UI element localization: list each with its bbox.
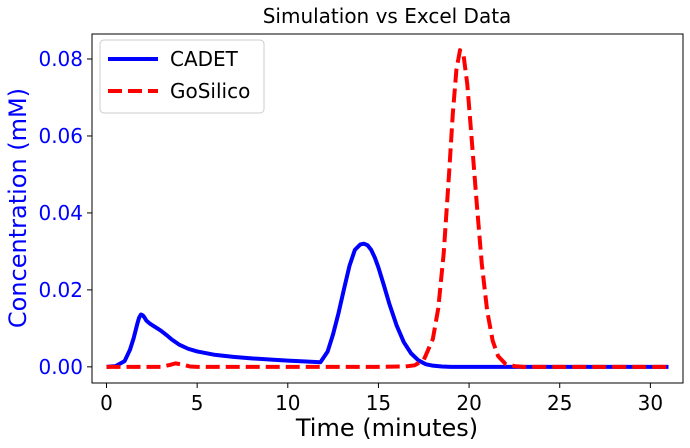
- y-tick-label: 0.08: [38, 47, 83, 71]
- x-tick-label: 30: [638, 391, 663, 415]
- y-axis-label: Concentration (mM): [4, 88, 32, 328]
- series-line-gosilico: [106, 48, 669, 369]
- x-tick-label: 0: [100, 391, 113, 415]
- plot-area: [106, 48, 669, 369]
- x-axis-label: Time (minutes): [295, 414, 478, 442]
- y-tick-label: 0.00: [38, 355, 83, 379]
- x-tick-label: 15: [366, 391, 391, 415]
- x-tick-label: 10: [275, 391, 300, 415]
- y-tick-label: 0.02: [38, 278, 83, 302]
- legend: CADET GoSilico: [99, 39, 265, 114]
- x-tick-label: 5: [191, 391, 204, 415]
- legend-label-cadet: CADET: [170, 47, 239, 71]
- legend-label-gosilico: GoSilico: [170, 79, 250, 103]
- chart-title: Simulation vs Excel Data: [263, 4, 512, 28]
- series-line-cadet: [106, 241, 669, 369]
- y-axis: 0.00 0.02 0.04 0.06 0.08: [38, 47, 92, 379]
- x-tick-label: 20: [456, 391, 481, 415]
- x-tick-label: 25: [547, 391, 572, 415]
- y-tick-label: 0.06: [38, 124, 83, 148]
- axes-frame: [91, 33, 684, 384]
- x-axis: 0 5 10 15 20 25 30: [100, 383, 663, 415]
- y-tick-label: 0.04: [38, 201, 83, 225]
